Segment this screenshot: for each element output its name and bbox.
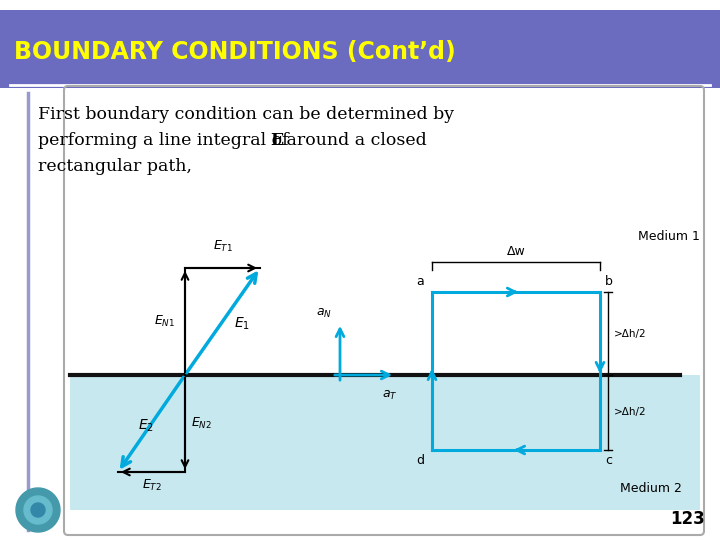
- Text: a: a: [416, 275, 424, 288]
- Bar: [0, 88, 720, 535]
- Text: Δw: Δw: [507, 245, 526, 258]
- Text: $E_1$: $E_1$: [235, 315, 251, 332]
- Text: E: E: [270, 132, 283, 149]
- Text: $E_{T1}$: $E_{T1}$: [212, 239, 233, 254]
- Polygon shape: [31, 503, 45, 517]
- Text: BOUNDARY CONDITIONS (Cont’d): BOUNDARY CONDITIONS (Cont’d): [14, 40, 456, 64]
- Text: performing a line integral of: performing a line integral of: [38, 132, 294, 149]
- Text: d: d: [416, 454, 424, 467]
- Text: $E_{N2}$: $E_{N2}$: [191, 416, 212, 431]
- Text: First boundary condition can be determined by: First boundary condition can be determin…: [38, 106, 454, 123]
- Bar: [70, 375, 700, 510]
- Text: $E_{N1}$: $E_{N1}$: [154, 314, 175, 329]
- Bar: [0, 0, 720, 10]
- Text: >Δh/2: >Δh/2: [614, 328, 647, 339]
- Text: $a_T$: $a_T$: [382, 389, 397, 402]
- Text: $E_2$: $E_2$: [138, 417, 153, 434]
- Polygon shape: [16, 488, 60, 532]
- Text: c: c: [605, 454, 612, 467]
- Text: rectangular path,: rectangular path,: [38, 158, 192, 175]
- Text: 123: 123: [670, 510, 705, 528]
- Bar: [0, 10, 720, 88]
- Text: $a_N$: $a_N$: [316, 307, 332, 320]
- Polygon shape: [24, 496, 52, 524]
- Text: Medium 2: Medium 2: [620, 482, 682, 495]
- Text: $E_{T2}$: $E_{T2}$: [142, 478, 161, 493]
- Text: b: b: [605, 275, 613, 288]
- Text: Medium 1: Medium 1: [638, 230, 700, 243]
- Text: >Δh/2: >Δh/2: [614, 408, 647, 417]
- Text: around a closed: around a closed: [281, 132, 427, 149]
